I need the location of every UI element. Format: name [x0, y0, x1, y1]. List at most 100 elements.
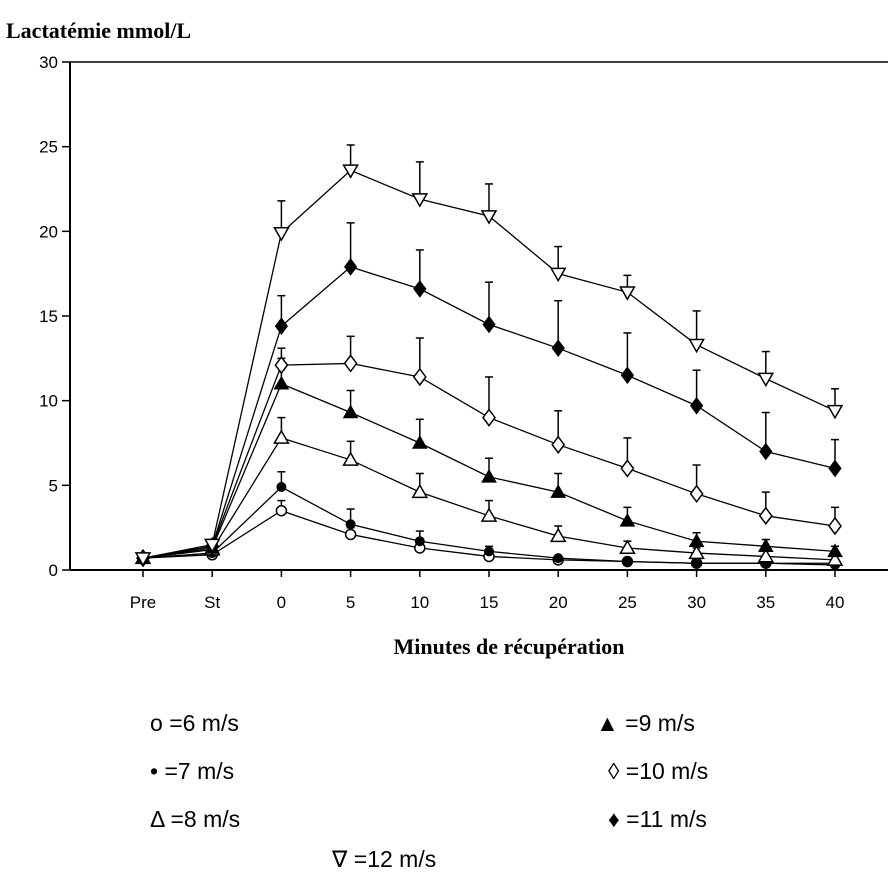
data-point: [275, 504, 288, 517]
data-point: [480, 507, 498, 522]
data-point: [343, 354, 358, 373]
y-tick-label: 10: [39, 392, 58, 411]
legend-symbol-6ms: o: [150, 710, 163, 736]
data-point: [619, 286, 636, 301]
data-point: [619, 539, 636, 554]
data-point: [551, 339, 565, 358]
data-point: [689, 396, 704, 415]
data-point: [827, 543, 843, 558]
series-layer: [134, 144, 844, 570]
x-tick-label: 35: [756, 593, 775, 612]
x-tick-label: 5: [346, 593, 355, 612]
y-axis-label: Lactatémie mmol/L: [6, 18, 191, 43]
legend-symbol-7ms: •: [150, 758, 159, 784]
data-point: [413, 280, 427, 298]
data-point: [203, 538, 221, 554]
x-tick-label: 0: [277, 593, 286, 612]
data-point: [758, 506, 773, 526]
y-ticks: 0 5 10 15 20 25 30: [39, 53, 71, 580]
legend-label-7ms: =7 m/s: [164, 758, 235, 784]
data-point: [757, 547, 775, 563]
legend-label-9ms: =9 m/s: [625, 710, 695, 736]
y-tick-label: 25: [39, 138, 58, 157]
legend-item-9ms: ▲ =9 m/s: [596, 710, 695, 737]
data-point: [551, 435, 566, 454]
data-point: [688, 533, 705, 547]
data-point: [759, 442, 773, 461]
legend-label-12ms: =12 m/s: [353, 846, 437, 872]
data-point: [620, 366, 635, 385]
series-3: [135, 357, 843, 564]
data-point: [411, 434, 428, 449]
legend-symbol-9ms: ▲: [596, 710, 619, 736]
x-tick-label: St: [204, 593, 220, 612]
data-point: [549, 267, 567, 283]
y-tick-label: 5: [49, 476, 58, 495]
data-point: [276, 482, 287, 493]
legend-item-7ms: • =7 m/s: [150, 758, 234, 785]
data-point: [757, 538, 774, 553]
data-point: [411, 193, 429, 208]
data-point: [481, 468, 497, 483]
data-point: [414, 536, 425, 547]
x-tick-label: 10: [410, 593, 429, 612]
data-point: [342, 164, 359, 179]
data-point: [691, 558, 702, 569]
data-point: [828, 459, 842, 478]
x-tick-label: 40: [826, 593, 845, 612]
data-point: [273, 375, 290, 390]
data-point: [689, 484, 704, 504]
data-point: [274, 355, 289, 375]
data-point: [480, 210, 498, 225]
legend-item-6ms: o =6 m/s: [150, 710, 239, 737]
data-point: [134, 552, 152, 567]
data-point: [342, 451, 359, 466]
data-point: [688, 544, 705, 560]
series-6: [134, 144, 844, 567]
y-tick-label: 0: [49, 561, 58, 580]
x-tick-label: 15: [480, 593, 499, 612]
data-point: [550, 484, 567, 498]
data-point: [273, 429, 290, 444]
data-point: [826, 551, 844, 566]
data-point: [342, 404, 359, 419]
data-point: [343, 258, 358, 276]
series-2: [134, 416, 844, 566]
legend-item-11ms: ♦ =11 m/s: [608, 806, 707, 833]
legend-item-8ms: Δ =8 m/s: [150, 806, 240, 833]
lactate-recovery-chart: Lactatémie mmol/L Minutes de récupératio…: [6, 18, 888, 659]
data-point: [549, 527, 567, 543]
y-tick-label: 15: [39, 307, 58, 326]
data-point: [757, 372, 775, 388]
legend-label-8ms: =8 m/s: [170, 806, 241, 832]
data-point: [553, 553, 564, 564]
legend-symbol-10ms: ◊: [608, 758, 620, 784]
x-ticks: Pre St 0 5 10 15 20 25 30 35 40: [130, 570, 845, 612]
legend-label-6ms: =6 m/s: [169, 710, 239, 736]
data-point: [688, 338, 705, 354]
y-tick-label: 20: [39, 222, 58, 241]
data-point: [344, 528, 357, 541]
x-tick-label: 20: [549, 593, 568, 612]
x-tick-label: Pre: [130, 593, 156, 612]
data-point: [619, 512, 636, 527]
data-point: [411, 483, 429, 499]
legend-item-12ms: ∇ =12 m/s: [332, 846, 436, 873]
legend-label-11ms: =11 m/s: [626, 806, 707, 832]
data-point: [620, 459, 635, 478]
legend-label-10ms: =10 m/s: [625, 758, 709, 784]
legend-item-10ms: ◊ =10 m/s: [608, 758, 708, 785]
legend-symbol-11ms: ♦: [608, 806, 620, 832]
data-point: [482, 408, 496, 427]
data-point: [622, 556, 633, 567]
data-point: [484, 546, 494, 557]
y-tick-label: 30: [39, 53, 58, 72]
x-tick-label: 25: [618, 593, 637, 612]
data-point: [345, 519, 356, 530]
x-axis-label: Minutes de récupération: [394, 634, 625, 659]
data-point: [826, 404, 844, 420]
legend-symbol-12ms: ∇: [332, 846, 348, 872]
data-point: [828, 516, 842, 536]
data-point: [273, 227, 290, 242]
data-point: [482, 315, 496, 334]
